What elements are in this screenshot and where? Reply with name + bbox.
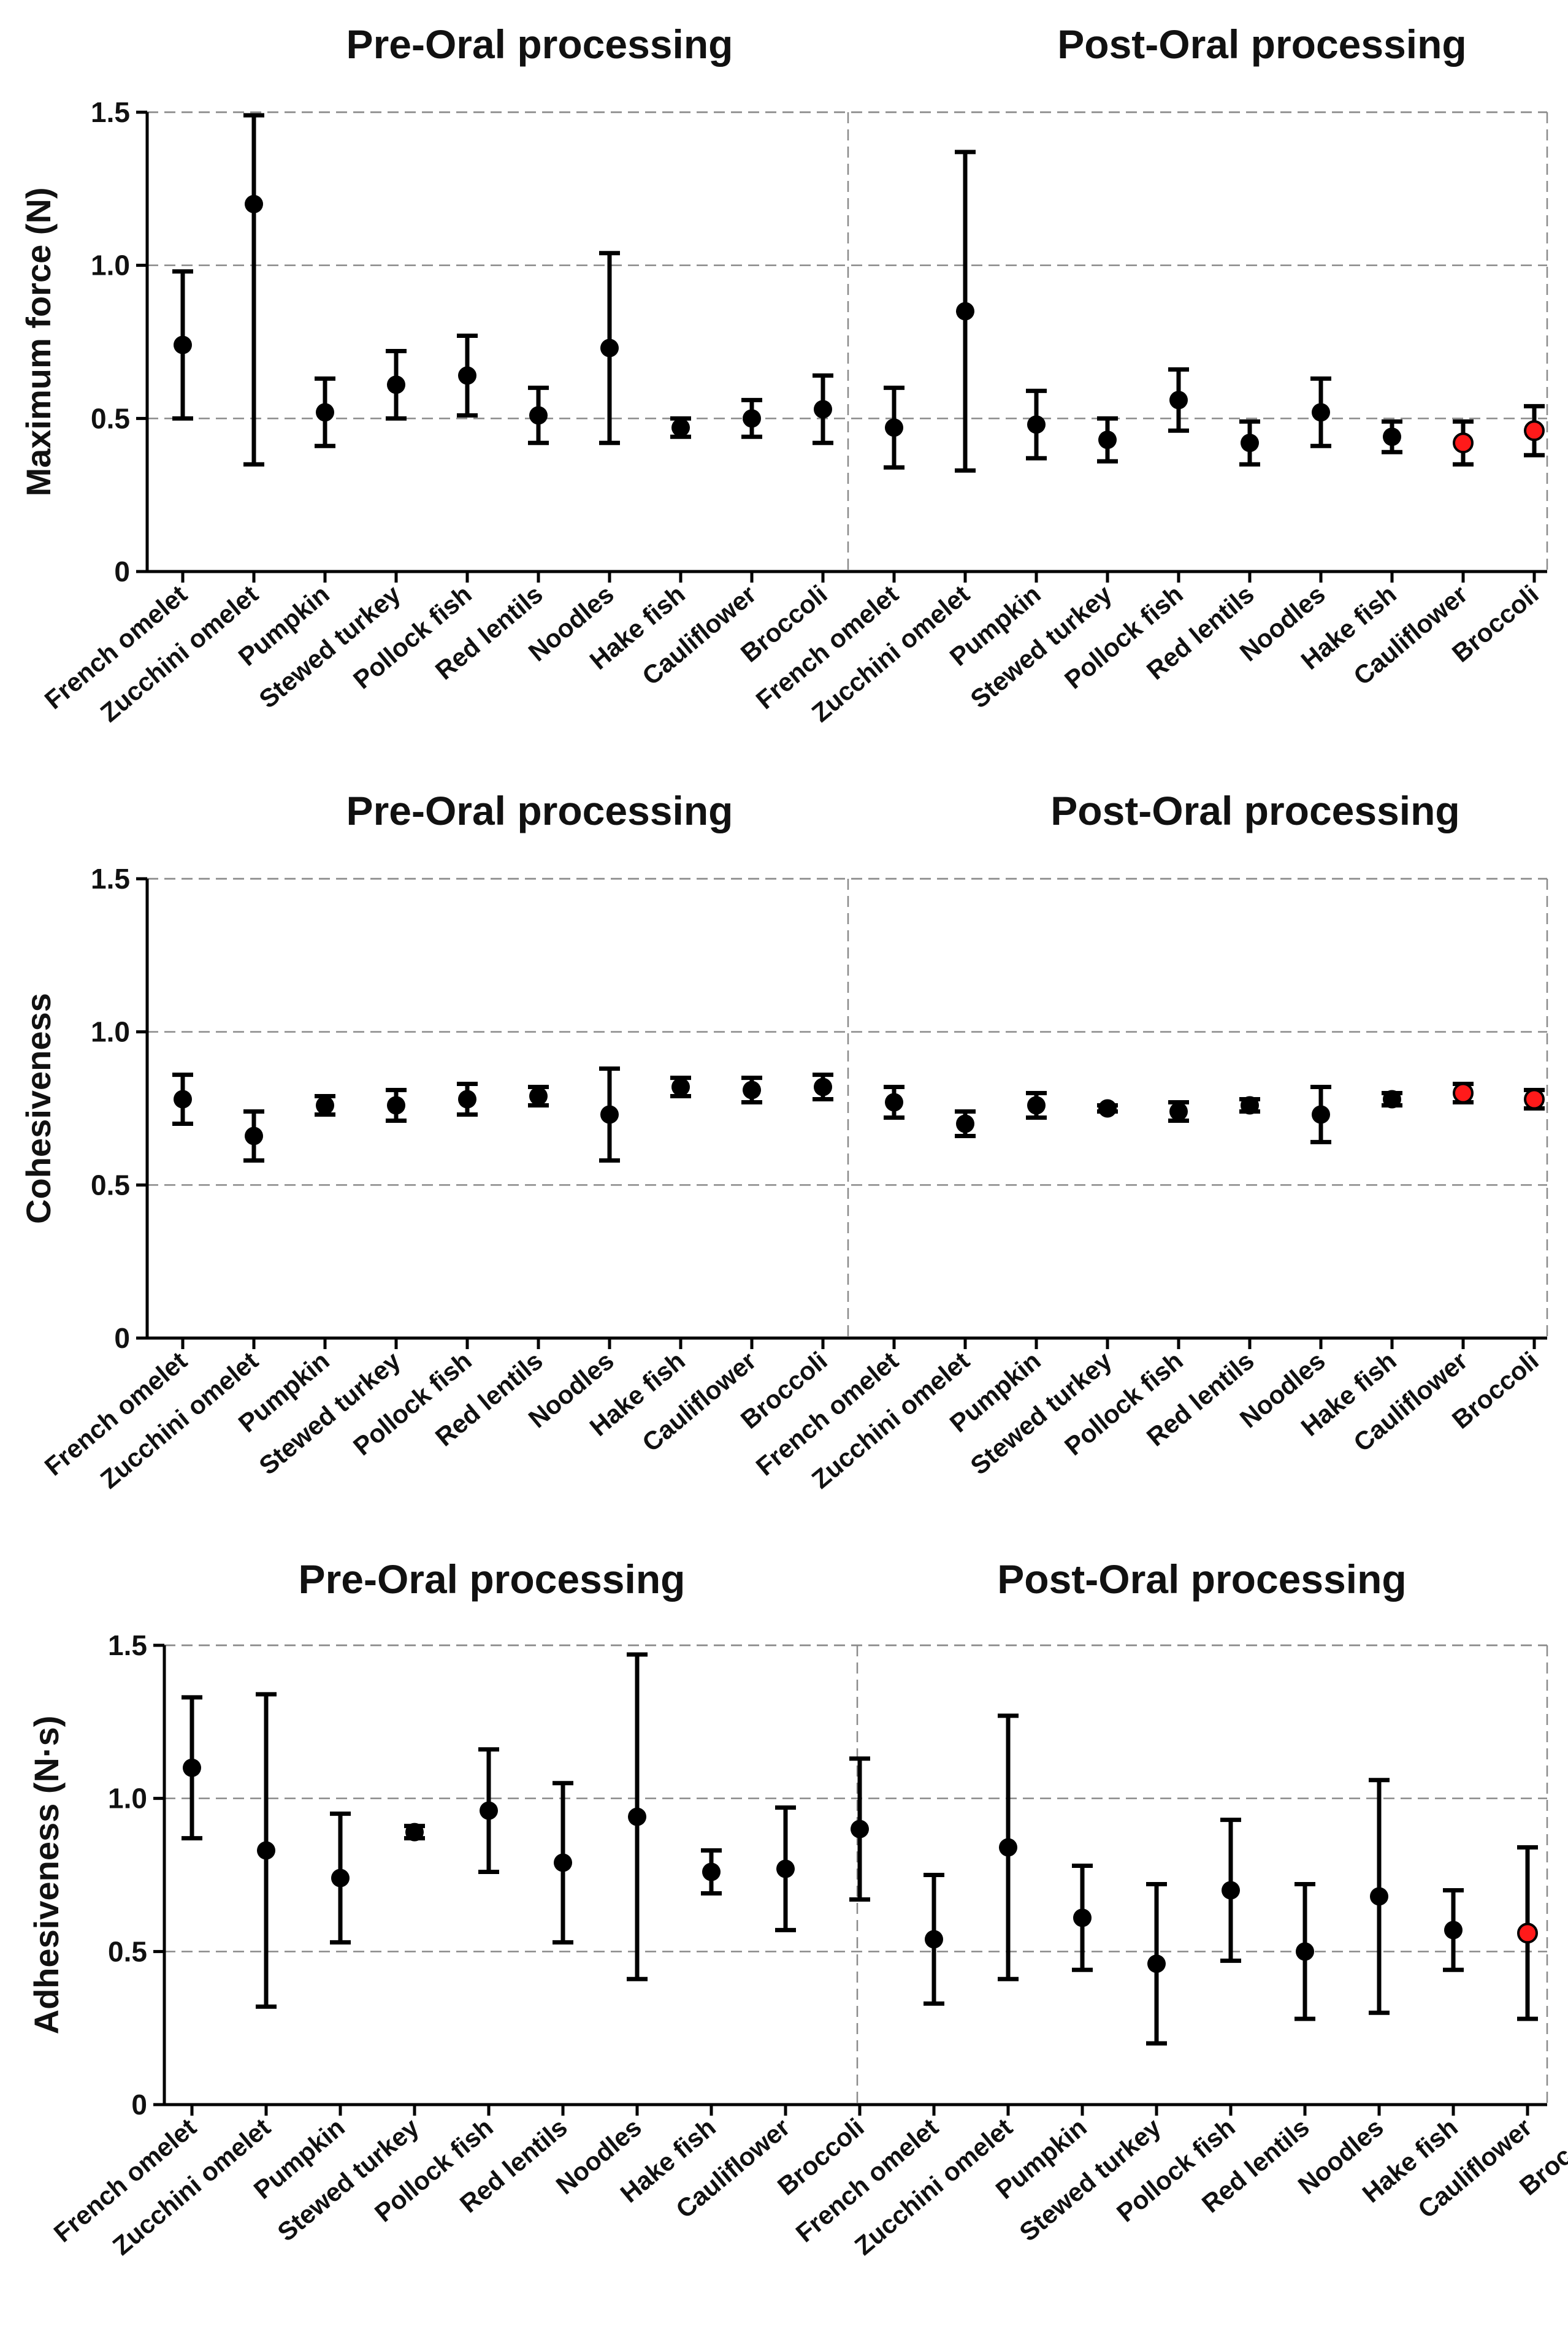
y-axis-label: Cohesiveness: [19, 993, 58, 1224]
mean-point: [1169, 391, 1188, 410]
y-tick-label: 0.5: [91, 402, 130, 434]
mean-point: [529, 406, 548, 425]
mean-point: [776, 1859, 795, 1878]
mean-point: [387, 375, 405, 394]
mean-point: [245, 194, 263, 213]
mean-point: [1098, 1099, 1117, 1118]
mean-point: [671, 418, 690, 437]
mean-point: [529, 1087, 548, 1106]
mean-point-highlighted: [1453, 432, 1474, 454]
mean-point: [702, 1862, 721, 1881]
mean-point: [174, 335, 192, 354]
y-tick-label: 1.0: [91, 250, 130, 281]
mean-point: [628, 1807, 646, 1826]
mean-point: [458, 366, 476, 385]
mean-point: [1241, 434, 1259, 453]
mean-point: [480, 1801, 498, 1820]
mean-point: [851, 1819, 869, 1838]
mean-point: [1027, 415, 1046, 434]
mean-point: [1444, 1921, 1463, 1940]
mean-point: [1222, 1881, 1240, 1900]
mean-point: [554, 1853, 572, 1872]
mean-point: [257, 1841, 275, 1860]
mean-point-highlighted: [1453, 1082, 1474, 1104]
mean-point: [925, 1930, 943, 1949]
mean-point: [956, 1114, 974, 1133]
panel-title: Pre-Oral processing: [346, 788, 733, 833]
mean-point: [743, 1081, 761, 1100]
mean-point: [999, 1838, 1017, 1857]
mean-point-highlighted: [1524, 420, 1545, 442]
chart-row-3: 0 0.5 1.0 1.5 Adhesiveness (N·s) Pre-Oral pro…: [27, 1556, 1568, 2260]
y-tick-label: 0: [114, 1322, 130, 1354]
y-axis-label: Maximum force (N): [19, 187, 58, 496]
chart-row-2: 0 0.5 1.0 1.5 Cohesiveness Pre-Oral processin…: [19, 788, 1548, 1494]
panel-title: Post-Oral processing: [1050, 788, 1460, 833]
mean-point-highlighted: [1524, 1088, 1545, 1110]
mean-point: [600, 339, 619, 358]
mean-point: [387, 1096, 405, 1115]
mean-point: [743, 409, 761, 428]
mean-point: [671, 1077, 690, 1096]
mean-point: [331, 1869, 350, 1888]
panel-title: Pre-Oral processing: [299, 1556, 686, 1602]
y-tick-label: 1.0: [108, 1783, 147, 1815]
mean-point-highlighted: [1517, 1922, 1538, 1944]
mean-point: [885, 418, 903, 437]
mean-point: [1169, 1102, 1188, 1121]
panel-title: Post-Oral processing: [997, 1556, 1407, 1602]
mean-point: [1383, 1090, 1401, 1109]
mean-point: [245, 1127, 263, 1146]
mean-point: [1296, 1942, 1314, 1961]
mean-point: [814, 400, 832, 419]
mean-point: [1312, 1105, 1330, 1124]
mean-point: [1241, 1096, 1259, 1115]
y-axis-label: Adhesiveness (N·s): [27, 1716, 66, 2035]
y-tick-label: 0.5: [91, 1169, 130, 1201]
y-tick-label: 0: [114, 556, 130, 587]
mean-point: [1147, 1954, 1166, 1973]
panel-title: Pre-Oral processing: [346, 21, 733, 67]
mean-point: [1073, 1908, 1092, 1927]
mean-point: [1370, 1887, 1388, 1906]
y-tick-label: 1.5: [91, 863, 130, 895]
mean-point: [1027, 1096, 1046, 1115]
mean-point: [1312, 403, 1330, 422]
panel-title: Post-Oral processing: [1057, 21, 1467, 67]
mean-point: [814, 1077, 832, 1096]
mean-point: [956, 302, 974, 321]
y-tick-label: 1.0: [91, 1016, 130, 1048]
mean-point: [458, 1090, 476, 1109]
y-tick-label: 0.5: [108, 1935, 147, 1967]
mean-point: [183, 1758, 201, 1777]
y-tick-label: 1.5: [91, 96, 130, 128]
mean-point: [1098, 430, 1117, 449]
y-tick-label: 1.5: [108, 1629, 147, 1661]
mean-point: [316, 1096, 334, 1115]
y-tick-label: 0: [131, 2089, 147, 2121]
mean-point: [316, 403, 334, 422]
chart-row-1: 0 0.5 1.0 1.5 Maximum force (N) Pre-Oral proc…: [19, 21, 1548, 727]
mean-point: [1383, 427, 1401, 446]
mean-point: [600, 1105, 619, 1124]
mean-point: [885, 1093, 903, 1112]
mean-point: [405, 1823, 424, 1842]
mean-point: [174, 1090, 192, 1109]
